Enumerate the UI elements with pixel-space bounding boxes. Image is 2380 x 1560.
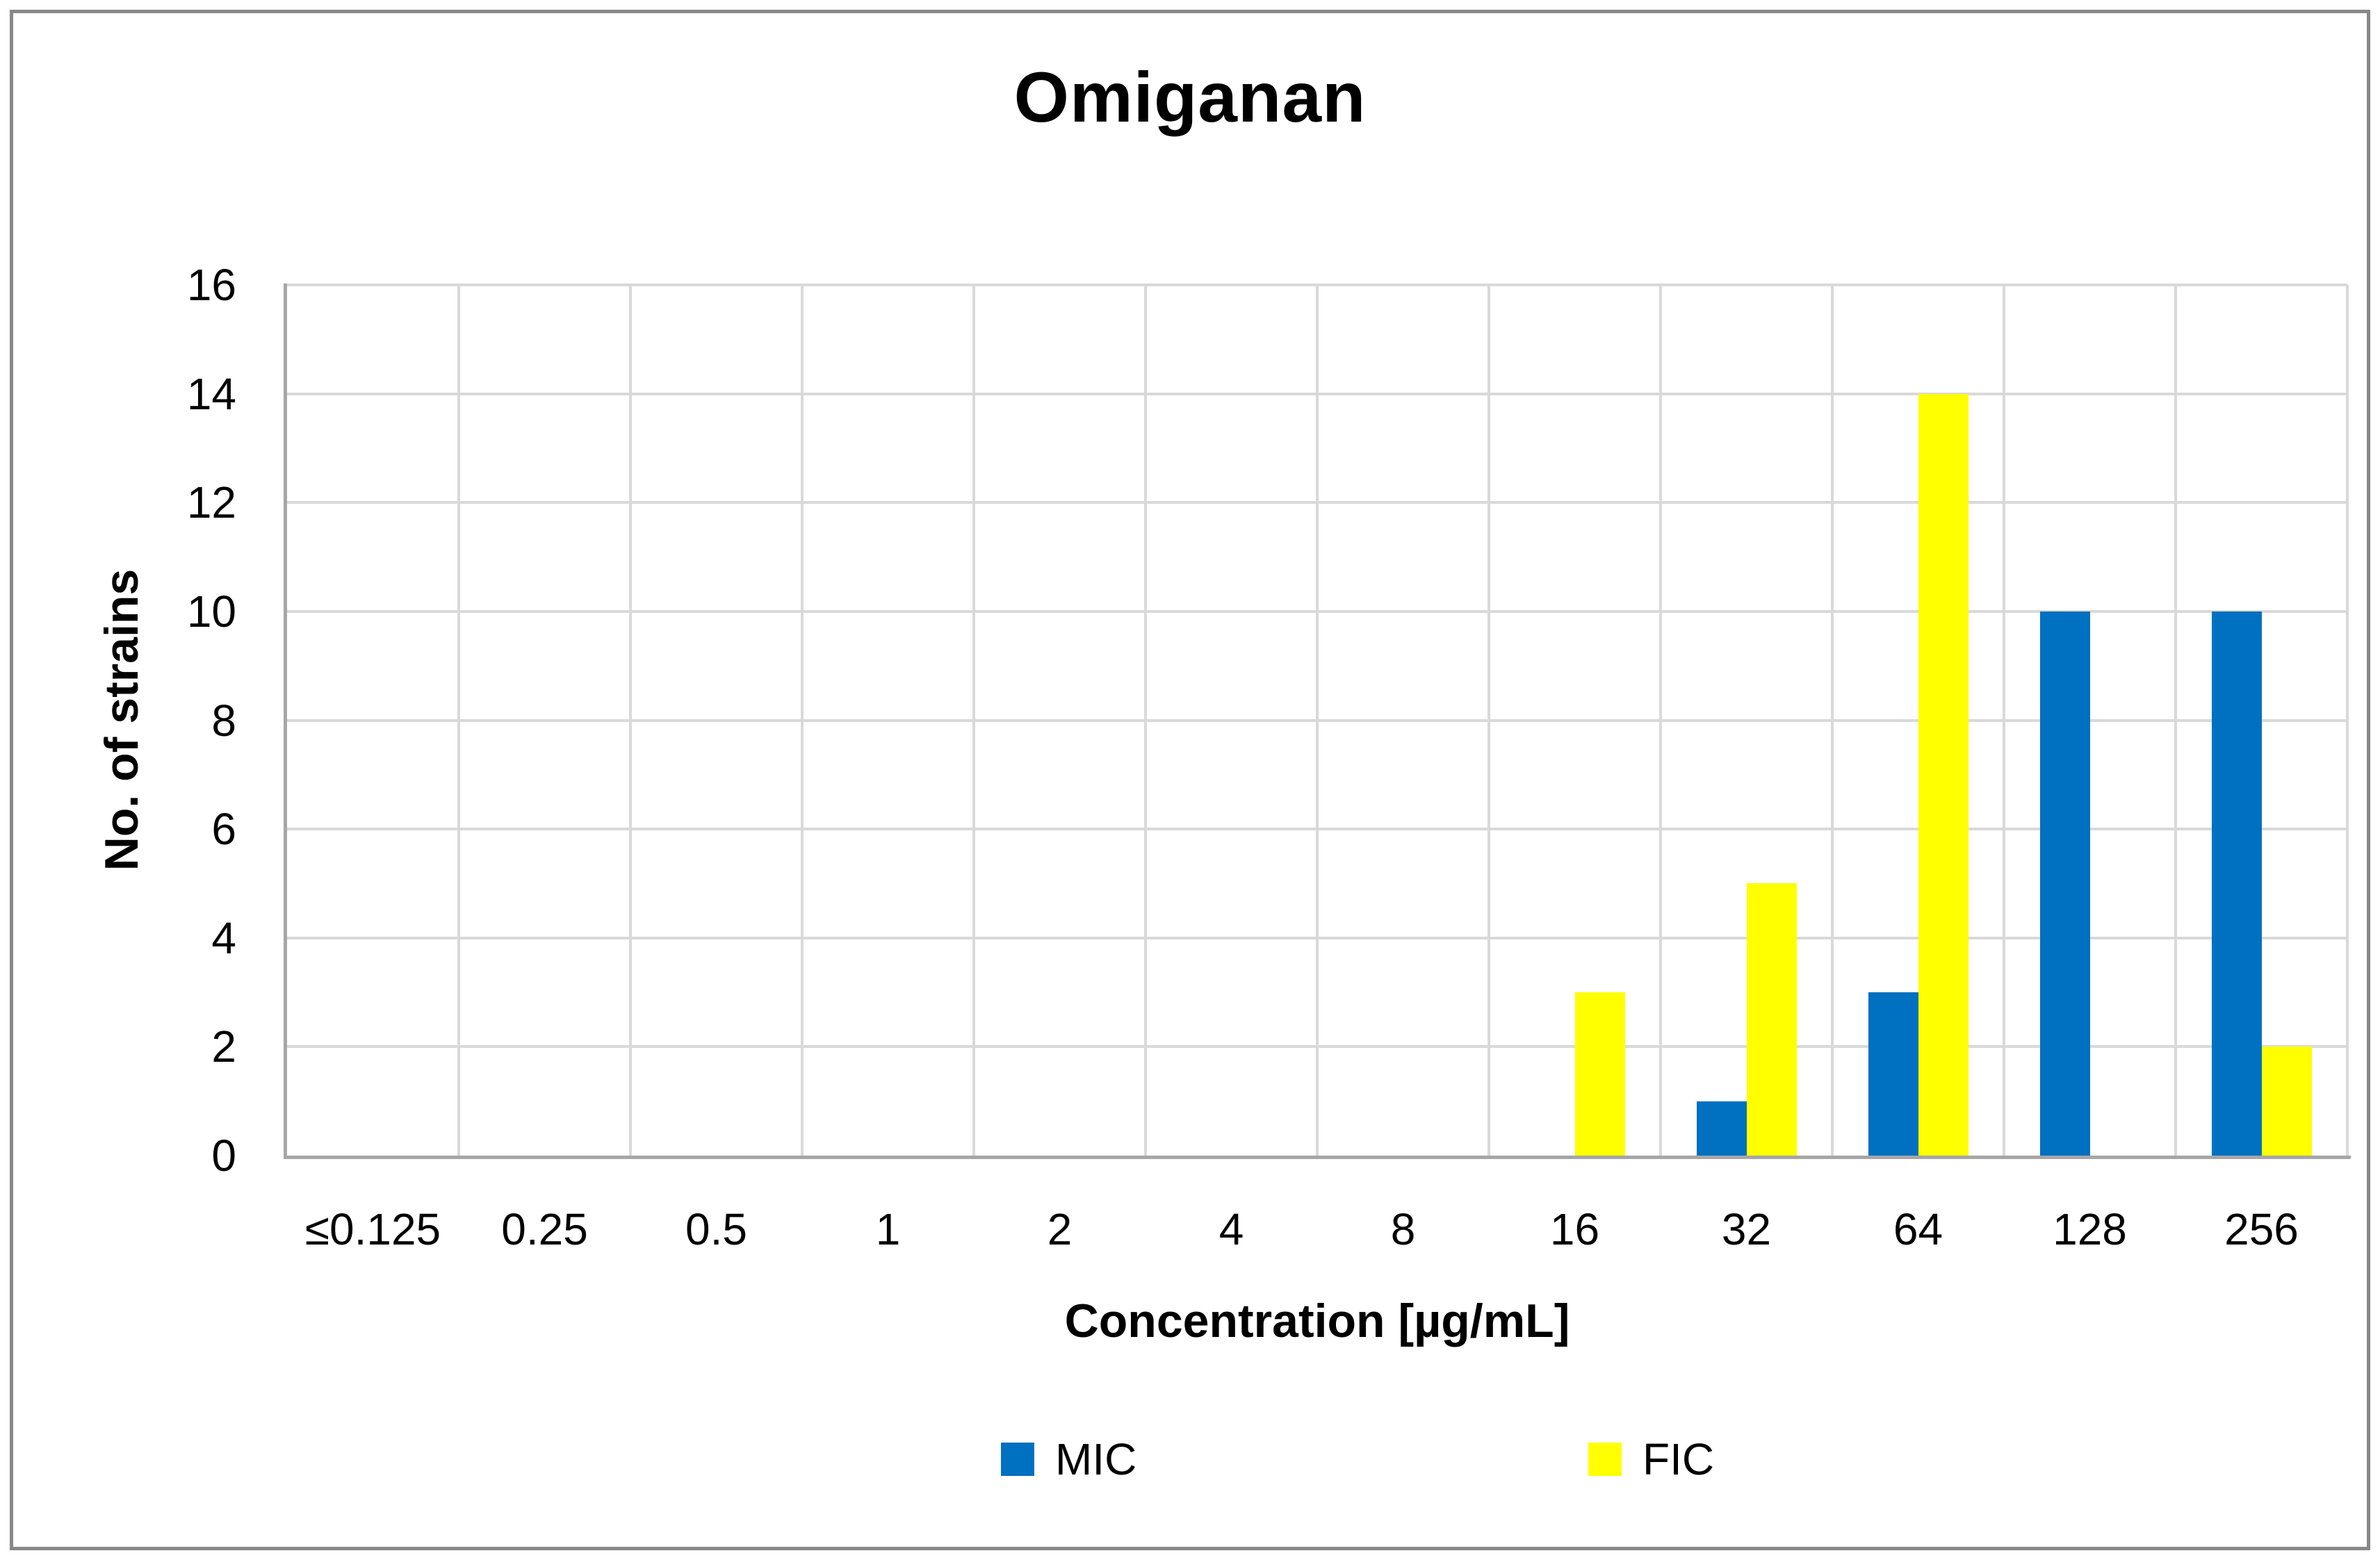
bar-fic-256: [2261, 1046, 2312, 1156]
gridline-x-12: [2346, 285, 2349, 1156]
y-tick-label-14: 14: [186, 368, 236, 419]
gridline-x-9: [1831, 285, 1834, 1156]
y-tick-label-16: 16: [186, 260, 236, 310]
y-tick-label-12: 12: [186, 477, 236, 528]
gridline-x-7: [1488, 285, 1490, 1156]
y-tick-label-6: 6: [211, 804, 236, 855]
y-axis-line: [284, 284, 287, 1159]
y-tick-label-0: 0: [211, 1131, 236, 1181]
plot-area: [287, 284, 2349, 1156]
y-tick-label-2: 2: [211, 1021, 236, 1072]
x-tick-label-0.5: 0.5: [685, 1204, 747, 1254]
y-tick-label-10: 10: [186, 586, 236, 637]
x-tick-label-16: 16: [1549, 1204, 1600, 1254]
bar-fic-64: [1918, 393, 1969, 1156]
y-tick-label-8: 8: [211, 695, 236, 746]
gridline-x-2: [629, 285, 632, 1156]
x-tick-label-64: 64: [1893, 1204, 1943, 1254]
bar-fic-16: [1574, 992, 1625, 1156]
gridline-x-1: [457, 285, 460, 1156]
x-tick-label-1: 1: [875, 1204, 901, 1254]
x-tick-label-≤0.125: ≤0.125: [304, 1204, 441, 1254]
y-axis-tick-labels: 0 2 4 6 8 10 12 14 16: [0, 263, 236, 1178]
x-tick-label-256: 256: [2224, 1204, 2299, 1254]
bar-mic-64: [1868, 992, 1918, 1156]
x-tick-label-8: 8: [1390, 1204, 1416, 1254]
gridline-x-11: [2174, 285, 2177, 1156]
x-axis-line: [284, 1156, 2351, 1159]
chart-title: Omiganan: [1013, 58, 1367, 137]
gridline-x-6: [1316, 285, 1319, 1156]
chart-border-frame: [10, 10, 2370, 1550]
x-axis-title: Concentration [µg/mL]: [1064, 1295, 1570, 1347]
bar-mic-256: [2211, 611, 2262, 1156]
gridline-x-3: [801, 285, 804, 1156]
x-axis-tick-labels: ≤0.125 0.25 0.5 1 2 4 8 16 32 64 128 256: [287, 1207, 2347, 1263]
bar-mic-128: [2039, 611, 2090, 1156]
x-tick-label-2: 2: [1047, 1204, 1073, 1254]
bar-fic-32: [1746, 883, 1797, 1156]
x-tick-label-4: 4: [1218, 1204, 1244, 1254]
bar-mic-32: [1696, 1101, 1747, 1156]
gridline-x-8: [1659, 285, 1662, 1156]
gridline-x-10: [2003, 285, 2005, 1156]
gridline-x-5: [1144, 285, 1147, 1156]
gridline-x-4: [972, 285, 975, 1156]
x-tick-label-128: 128: [2053, 1204, 2127, 1254]
y-tick-label-4: 4: [211, 912, 236, 963]
x-tick-label-32: 32: [1721, 1204, 1772, 1254]
x-tick-label-0.25: 0.25: [501, 1204, 588, 1254]
